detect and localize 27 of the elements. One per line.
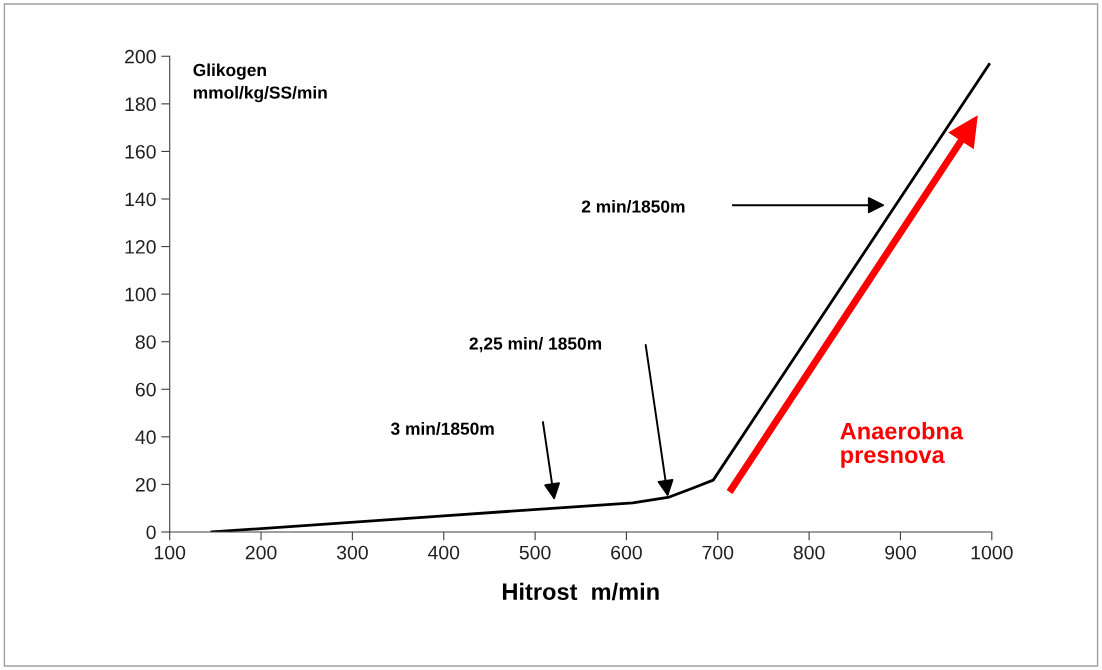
x-tick-label: 600 [611, 545, 642, 560]
annotation: 3 min/1850m [390, 422, 494, 436]
y-tick-label: 160 [125, 144, 156, 159]
x-axis-title: Hitrost m/min [502, 582, 659, 601]
y-tick-label: 60 [135, 382, 156, 397]
annotation: 2 min/1850m [581, 199, 685, 213]
y-tick-label: 20 [135, 477, 156, 492]
x-tick-label: 500 [519, 545, 551, 560]
y-tick-label: 100 [125, 287, 156, 302]
y-tick-label: 200 [125, 49, 156, 64]
y-tick-label: 80 [135, 335, 156, 349]
y-tick-label: 180 [125, 97, 156, 112]
annotation: 2,25 min/ 1850m [469, 336, 602, 353]
x-tick-label: 100 [154, 545, 186, 560]
x-tick-label: 200 [245, 545, 277, 560]
y-tick-label: 120 [125, 240, 156, 254]
x-tick-label: 400 [427, 545, 460, 560]
annotation: Anaerobna presnova [840, 422, 964, 468]
x-tick-label: 300 [336, 545, 368, 560]
y-tick-label: 0 [146, 525, 156, 540]
x-tick-label: 700 [702, 545, 734, 560]
y-tick-label: 140 [125, 192, 156, 207]
y-axis-title: Glikogen mmol/kg/SS/min [193, 63, 327, 103]
y-tick-label: 40 [135, 430, 156, 445]
x-tick-label: 900 [885, 545, 916, 560]
x-tick-label: 800 [793, 545, 825, 560]
x-tick-label: 1000 [971, 545, 1013, 560]
